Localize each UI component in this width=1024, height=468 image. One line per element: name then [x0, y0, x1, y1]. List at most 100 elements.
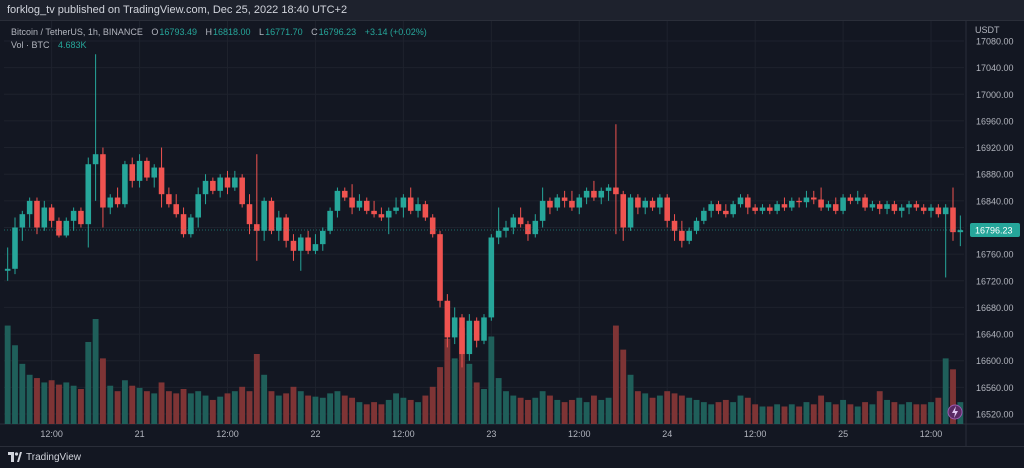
- volume-label[interactable]: Vol · BTC: [11, 40, 50, 50]
- candle-body: [950, 207, 956, 233]
- high-value: 16818.00: [212, 27, 251, 37]
- volume-bar: [532, 397, 539, 424]
- publisher-header: forklog_tv published on TradingView.com,…: [0, 0, 1024, 21]
- volume-bar: [19, 363, 26, 424]
- volume-bar: [437, 367, 443, 424]
- candle-body: [591, 190, 597, 198]
- volume-bar: [70, 385, 77, 424]
- volume-bar: [906, 402, 912, 424]
- volume-bar: [158, 382, 165, 424]
- volume-bar: [129, 385, 136, 424]
- candle-body: [854, 197, 861, 201]
- volume-bar: [693, 399, 700, 424]
- candle-body: [100, 154, 106, 208]
- tradingview-brand[interactable]: TradingView: [26, 452, 82, 463]
- candle-body: [48, 207, 55, 221]
- candle-body: [796, 200, 802, 203]
- candle-body: [517, 217, 524, 225]
- volume-bar: [920, 404, 927, 424]
- volume-bar: [649, 397, 656, 424]
- volume-bar: [356, 402, 363, 424]
- volume-bar: [246, 391, 253, 424]
- volume-bar: [810, 404, 817, 424]
- volume-bar: [4, 325, 11, 424]
- volume-bar: [869, 404, 876, 424]
- volume-bar: [195, 391, 202, 424]
- candle-body: [891, 204, 898, 211]
- last-price-label: 16796.23: [975, 226, 1013, 236]
- volume-bar: [290, 386, 297, 424]
- volume-bar: [173, 393, 180, 424]
- price-tick-label: 16680.00: [976, 303, 1014, 313]
- volume-bar: [928, 402, 934, 424]
- candle-body: [136, 160, 143, 181]
- candle-body: [935, 207, 942, 215]
- volume-bar: [561, 402, 568, 424]
- candle-body: [224, 177, 231, 188]
- candle-body: [78, 210, 84, 225]
- time-tick-label: 12:00: [744, 429, 767, 439]
- candle-body: [385, 210, 392, 218]
- candle-body: [254, 224, 260, 231]
- volume-bar: [393, 393, 399, 424]
- volume-bar: [239, 386, 246, 424]
- currency-label: USDT: [975, 25, 1000, 35]
- candle-body: [19, 214, 26, 228]
- volume-bar: [935, 397, 942, 424]
- volume-bar: [305, 395, 312, 424]
- candle-body: [341, 190, 348, 198]
- volume-bar: [605, 397, 612, 424]
- publisher-text: forklog_tv published on TradingView.com,…: [7, 4, 348, 16]
- volume-bar: [349, 397, 356, 424]
- price-tick-label: 17000.00: [976, 90, 1014, 100]
- candle-body: [657, 197, 663, 208]
- symbol-label[interactable]: Bitcoin / TetherUS, 1h, BINANCE: [11, 27, 143, 37]
- candle-body: [869, 204, 876, 208]
- volume-bar: [671, 393, 678, 424]
- volume-bar: [85, 341, 92, 424]
- candle-body: [942, 207, 949, 215]
- volume-bar: [48, 380, 55, 424]
- price-tick-label: 16920.00: [976, 143, 1014, 153]
- footer: TradingView: [0, 446, 1024, 468]
- candle-body: [158, 167, 165, 195]
- volume-bar: [678, 395, 685, 424]
- volume-bar: [547, 395, 553, 424]
- volume-bar: [840, 399, 847, 424]
- tradingview-logo-icon[interactable]: [8, 452, 22, 462]
- candle-body: [495, 230, 502, 238]
- volume-bar: [202, 395, 209, 424]
- volume-bar: [774, 404, 781, 424]
- volume-bar: [165, 391, 172, 424]
- volume-bar: [429, 386, 436, 424]
- volume-bar: [224, 393, 231, 424]
- volume-bar: [634, 391, 641, 424]
- volume-bar: [612, 325, 619, 424]
- volume-bar: [898, 404, 905, 424]
- candle-body: [122, 164, 128, 205]
- volume-bar: [715, 402, 722, 424]
- volume-bar: [26, 374, 33, 424]
- candle-body: [305, 237, 311, 251]
- volume-bar: [217, 396, 224, 424]
- candle-body: [928, 207, 934, 211]
- volume-bar: [620, 349, 627, 424]
- candle-body: [195, 194, 201, 218]
- volume-bar: [788, 404, 795, 424]
- candle-body: [810, 197, 817, 200]
- candle-body: [803, 197, 810, 203]
- candle-body: [693, 220, 700, 231]
- lightning-bolt-icon: [952, 406, 958, 418]
- volume-bar: [209, 399, 216, 424]
- chart-area[interactable]: [0, 21, 1024, 446]
- volume-bar: [312, 396, 319, 424]
- candle-body: [569, 200, 575, 208]
- candle-body: [415, 204, 421, 211]
- price-tick-label: 17040.00: [976, 63, 1014, 73]
- candle-body: [598, 190, 605, 198]
- high-label: H: [205, 27, 212, 37]
- close-label: C: [311, 27, 318, 37]
- candle-body: [825, 204, 832, 208]
- candle-body: [246, 204, 253, 225]
